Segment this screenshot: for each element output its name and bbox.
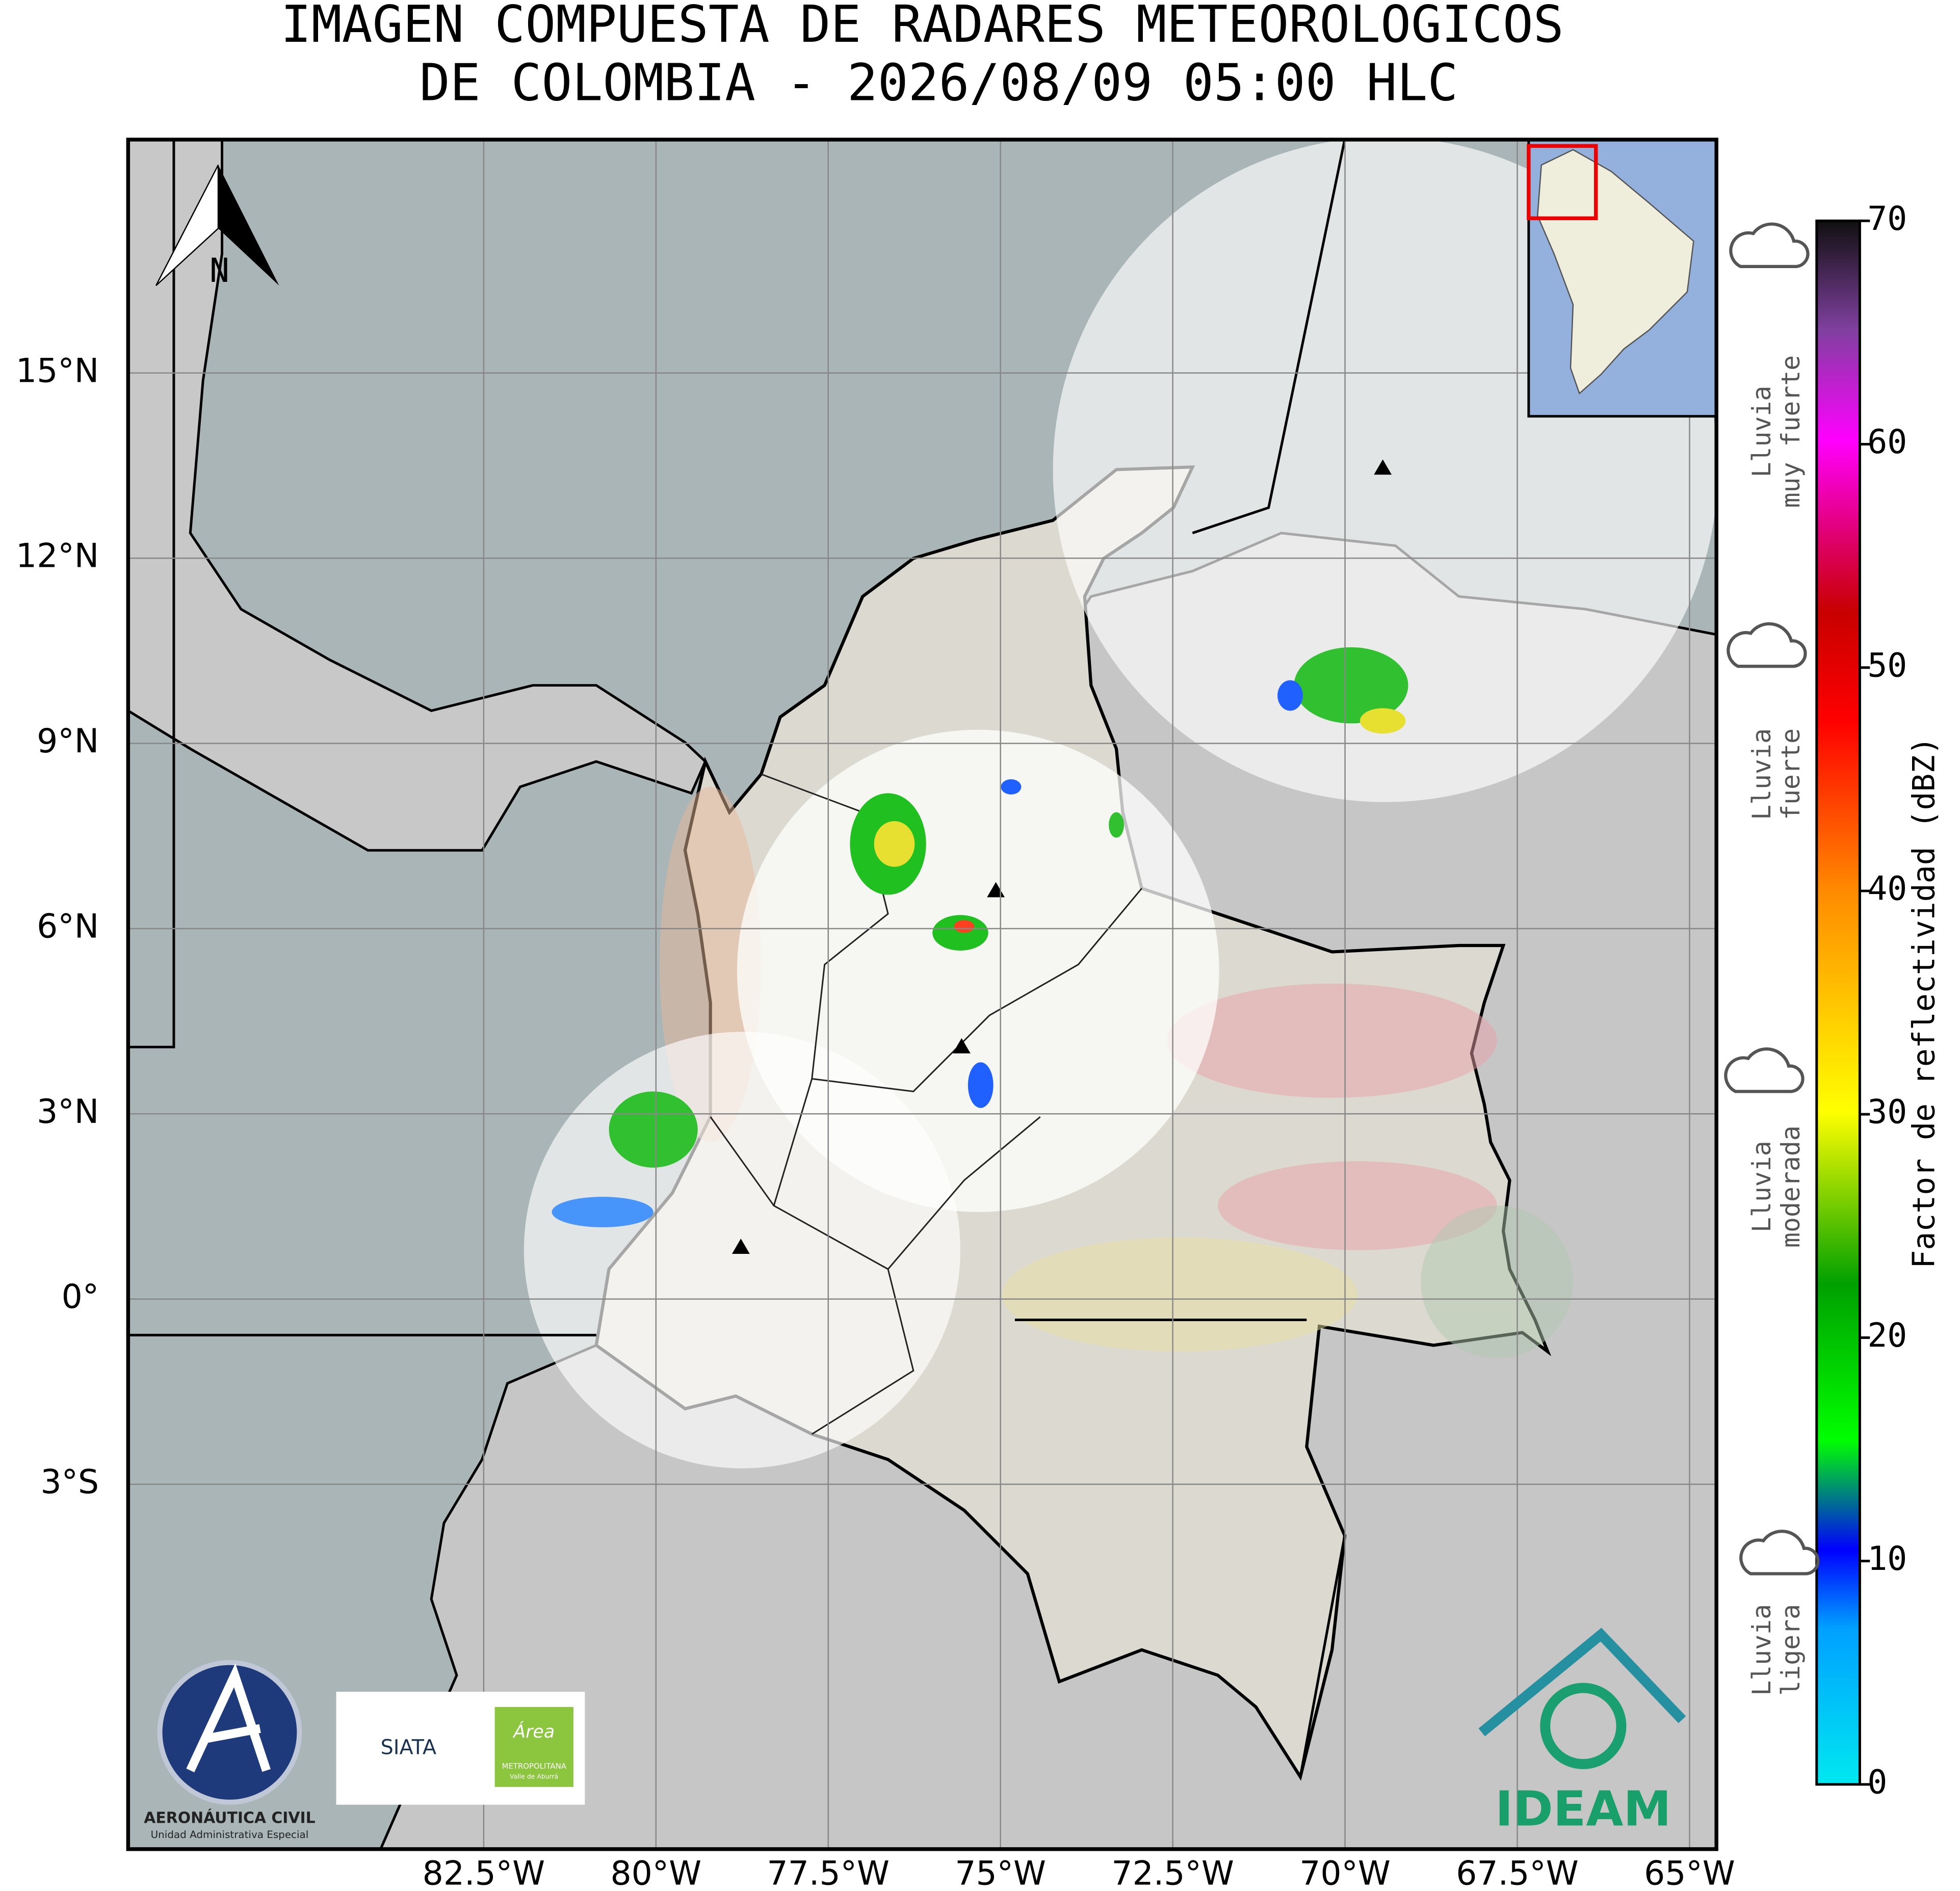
legend-label: fuerte	[1776, 728, 1806, 820]
echo	[609, 1091, 698, 1168]
shade	[1167, 983, 1497, 1098]
colorbar-tick-label: 70	[1867, 200, 1907, 238]
y-tick-label: 6°N	[37, 907, 99, 946]
colorbar-tick-label: 10	[1867, 1540, 1907, 1578]
x-tick-label: 65°W	[1644, 1855, 1735, 1891]
colorbar-tick-label: 60	[1867, 423, 1907, 461]
echo	[1294, 647, 1408, 724]
shade	[1421, 1205, 1573, 1358]
x-tick-label: 82.5°W	[423, 1855, 545, 1891]
echo	[1001, 779, 1022, 795]
echo	[552, 1197, 654, 1227]
colorbar-label: Factor de reflectividad (dBZ)	[1906, 737, 1942, 1268]
echo	[1360, 708, 1406, 734]
logo-text: METROPOLITANA	[502, 1762, 566, 1771]
inset-box	[1527, 144, 1598, 221]
aerocivil-mark	[186, 1663, 271, 1773]
area-logo	[494, 1706, 573, 1787]
x-tick-label: 70°W	[1299, 1855, 1391, 1891]
echo	[1277, 680, 1303, 711]
colorbar-tick-label: 0	[1867, 1763, 1887, 1801]
colorbar-tick-label: 40	[1867, 870, 1907, 908]
x-tick-label: 80°W	[610, 1855, 701, 1891]
title-line: DE COLOMBIA - 2026/08/09 05:00 HLC	[420, 54, 1458, 113]
x-tick-label: 67.5°W	[1456, 1855, 1578, 1891]
central-america	[128, 139, 707, 852]
logo-text: IDEAM	[1495, 1781, 1671, 1837]
x-tick-label: 77.5°W	[767, 1855, 890, 1891]
shade	[1218, 1161, 1497, 1250]
border	[128, 139, 1346, 1777]
ideam-swirl	[1540, 1683, 1627, 1769]
x-tick-label: 75°W	[955, 1855, 1046, 1891]
title-line: IMAGEN COMPUESTA DE RADARES METEOROLOGIC…	[281, 0, 1564, 54]
y-tick-label: 15°N	[16, 352, 99, 390]
departments	[710, 773, 1142, 1435]
echo	[954, 920, 975, 933]
legend-label: Lluvia	[1747, 728, 1776, 820]
colorbar-tick-label: 30	[1867, 1093, 1907, 1132]
logo-text: AERONÁUTICA CIVIL	[144, 1809, 315, 1827]
weather-icons	[1724, 222, 1820, 1575]
legend-label: ligera	[1776, 1604, 1806, 1696]
ideam-roof	[1478, 1627, 1686, 1737]
map-frame	[126, 138, 1718, 1851]
legend-label: Lluvia	[1747, 386, 1776, 478]
legend-label: Lluvia	[1747, 1604, 1776, 1696]
echo	[1109, 812, 1124, 838]
legend-label: muy fuerte	[1776, 355, 1806, 508]
echo	[932, 915, 988, 951]
echo	[968, 1062, 994, 1108]
colorbar	[1815, 219, 1861, 1786]
north-label: N	[210, 252, 229, 290]
y-tick-label: 9°N	[37, 722, 99, 760]
x-tick-label: 72.5°W	[1111, 1855, 1234, 1891]
y-tick-label: 0°	[62, 1278, 99, 1316]
radar-site	[731, 1239, 750, 1254]
map-body: N AERONÁUTICA CIVIL Unidad Administrativ…	[128, 139, 1717, 1849]
y-tick-label: 12°N	[16, 537, 99, 575]
y-tick-label: 3°N	[37, 1093, 99, 1131]
echo	[874, 821, 915, 867]
logo-text: Unidad Administrativa Especial	[151, 1829, 309, 1841]
logo-text: Valle de Aburrá	[510, 1772, 558, 1780]
logo-text: SIATA	[381, 1736, 437, 1759]
grid	[128, 139, 1717, 1849]
logo-text: Área	[512, 1721, 555, 1742]
colorbar-tick-label: 50	[1867, 646, 1907, 685]
legend-label: Lluvia	[1747, 1141, 1776, 1232]
radar-site	[1374, 459, 1392, 475]
echoes	[552, 647, 1408, 1227]
y-tick-label: 3°S	[41, 1463, 99, 1502]
legend-label: moderada	[1776, 1125, 1806, 1248]
radar-site	[952, 1038, 971, 1054]
shade	[1002, 1237, 1357, 1352]
colorbar-tick-label: 20	[1867, 1317, 1907, 1355]
inset-continent	[1537, 149, 1694, 395]
